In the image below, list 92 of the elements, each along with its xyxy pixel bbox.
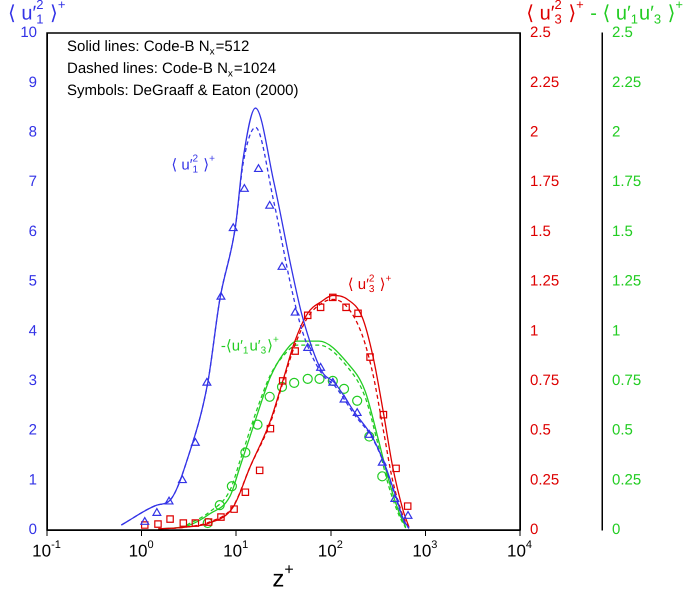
x-axis-title: z+ xyxy=(272,561,294,593)
point xyxy=(392,464,400,472)
point xyxy=(192,519,200,527)
point xyxy=(230,505,238,513)
y3-tick-label: 2.5 xyxy=(612,24,633,42)
point xyxy=(303,343,312,351)
point xyxy=(252,420,263,430)
point xyxy=(278,377,286,385)
y2-tick-label: 0 xyxy=(530,521,538,538)
y-tick-label: 10 xyxy=(20,24,38,42)
point xyxy=(304,312,312,320)
point xyxy=(364,430,374,438)
point xyxy=(302,374,313,384)
point xyxy=(380,410,388,418)
y-tick-label: 2 xyxy=(28,422,37,439)
y2-tick-label: 1.5 xyxy=(530,222,551,240)
y2-tick-label: 0.75 xyxy=(530,372,560,390)
y-tick-label: 9 xyxy=(28,74,37,91)
point xyxy=(228,223,238,232)
point xyxy=(276,382,288,392)
point xyxy=(378,458,387,466)
point xyxy=(340,394,349,403)
y3-tick-label: 2.25 xyxy=(612,74,642,91)
point xyxy=(254,164,263,172)
point xyxy=(390,494,400,502)
point xyxy=(354,310,362,318)
y3-tick-label: 1.75 xyxy=(612,173,642,190)
point xyxy=(166,515,174,523)
y2-tick-label: 0.5 xyxy=(530,422,551,439)
point xyxy=(265,200,274,209)
y3-tick-label: 0 xyxy=(612,521,620,538)
point xyxy=(352,396,362,406)
y3-tick-label: 0.25 xyxy=(612,471,642,488)
point xyxy=(338,384,350,394)
point xyxy=(314,374,325,384)
point xyxy=(178,475,187,484)
point xyxy=(217,513,225,521)
point xyxy=(404,502,412,510)
point xyxy=(204,518,212,526)
point xyxy=(164,496,174,505)
y-tick-label: 3 xyxy=(28,372,37,390)
y-tick-label: 6 xyxy=(28,222,37,240)
point xyxy=(290,308,300,316)
point xyxy=(214,500,225,510)
point xyxy=(264,392,275,402)
y-tick-label: 4 xyxy=(28,322,37,340)
y2-tick-label: 2.25 xyxy=(530,74,560,91)
y2-tick-label: 2.5 xyxy=(530,24,551,42)
point xyxy=(202,518,213,528)
point xyxy=(266,424,274,432)
y3-tick-label: 1 xyxy=(612,322,620,340)
y-tick-label: 0 xyxy=(28,521,37,538)
point xyxy=(240,184,249,192)
y-tick-label: 1 xyxy=(28,471,37,488)
point xyxy=(154,520,162,528)
y2-tick-label: 0.25 xyxy=(530,471,560,488)
point xyxy=(140,516,150,525)
point xyxy=(291,347,299,355)
point xyxy=(242,488,250,496)
y3-tick-label: 0.5 xyxy=(612,422,633,439)
y2-tick-label: 2 xyxy=(530,124,538,141)
point xyxy=(278,262,287,270)
point xyxy=(342,304,350,312)
annotation: Symbols: DeGraaff & Eaton (2000) xyxy=(67,82,299,100)
point xyxy=(226,481,237,492)
y3-tick-label: 0.75 xyxy=(612,372,642,390)
point xyxy=(140,521,149,529)
point xyxy=(289,378,300,388)
point xyxy=(404,510,413,519)
point xyxy=(316,362,326,371)
point xyxy=(366,353,374,361)
y-tick-label: 5 xyxy=(28,272,37,290)
y-tick-label: 7 xyxy=(28,173,37,190)
point xyxy=(152,508,162,516)
y3-tick-label: 1.5 xyxy=(612,222,633,240)
point xyxy=(202,378,212,386)
point xyxy=(216,292,226,300)
y3-tick-label: 1.25 xyxy=(612,272,642,290)
y-tick-label: 8 xyxy=(28,124,37,141)
point xyxy=(256,466,264,474)
y2-tick-label: 1 xyxy=(530,322,538,340)
point xyxy=(190,438,200,446)
point xyxy=(240,447,250,458)
point xyxy=(180,519,188,527)
y2-tick-label: 1.25 xyxy=(530,272,560,290)
y3-tick-label: 2 xyxy=(612,124,620,141)
point xyxy=(377,471,388,482)
point xyxy=(364,431,374,442)
point xyxy=(316,304,324,312)
point xyxy=(329,294,337,302)
point xyxy=(352,408,362,416)
y2-tick-label: 1.75 xyxy=(530,173,560,190)
